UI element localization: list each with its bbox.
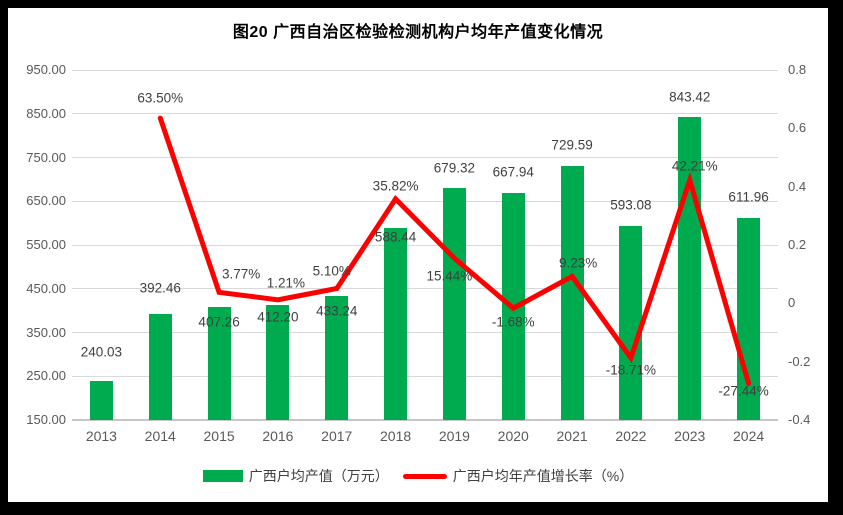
bar-value-label: 240.03 [80, 344, 123, 360]
growth-rate-label: -18.71% [605, 362, 657, 378]
y-axis-tick-left: 250.00 [26, 368, 66, 384]
x-axis-label: 2018 [380, 428, 412, 444]
y-axis-tick-left: 350.00 [26, 324, 66, 340]
y-axis-tick-right: 0 [788, 295, 796, 311]
x-axis-label: 2019 [438, 428, 470, 444]
chart-canvas: 图20 广西自治区检验检测机构户均年产值变化情况 950.00 850.00 750… [8, 8, 828, 502]
bar-series-swatch [202, 470, 243, 482]
growth-rate-label: 9.23% [558, 255, 598, 271]
y-axis-tick-left: 150.00 [26, 412, 66, 427]
bar-value-label: 588.44 [374, 229, 417, 245]
bar-value-label: 593.08 [610, 197, 652, 213]
y-axis-tick-right: -0.4 [788, 412, 811, 427]
bar-value-label: 412.20 [257, 309, 299, 325]
bar-value-label: 679.32 [433, 160, 476, 176]
x-axis-line [72, 419, 778, 421]
bar-2019 [442, 188, 466, 420]
bar-value-label: 433.24 [316, 303, 358, 319]
plot-area: 950.00 850.00 750.00 650.00 550.00 450.00 350.… [8, 8, 828, 502]
y-axis-tick-right: 0.4 [788, 178, 807, 194]
line-series-label: 广西户均年产值增长率（%） [452, 468, 634, 484]
y-axis-tick-left: 550.00 [26, 237, 66, 252]
y-axis-tick-left: 750.00 [26, 149, 66, 165]
growth-rate-label: 15.44% [426, 268, 473, 284]
y-axis-tick-left: 950.00 [26, 62, 66, 77]
growth-rate-label: -1.68% [491, 314, 535, 330]
growth-rate-label: 3.77% [221, 266, 261, 282]
legend-item-bar: 广西户均产值（万元） [202, 466, 389, 486]
bar-value-label: 407.26 [198, 314, 240, 330]
growth-rate-label: 5.10% [312, 263, 351, 279]
y-axis-tick-right: 0.6 [788, 120, 807, 136]
bar-2018 [384, 228, 408, 420]
chart-legend: 广西户均产值（万元） 广西户均年产值增长率（%） [8, 466, 828, 486]
x-axis-label: 2020 [497, 428, 529, 444]
x-axis-label: 2017 [321, 428, 353, 444]
y-axis-tick-left: 650.00 [26, 193, 66, 209]
gridline [72, 332, 778, 333]
growth-rate-label: 42.21% [671, 158, 718, 174]
legend-item-line: 广西户均年产值增长率（%） [402, 466, 634, 486]
y-axis-tick-left: 450.00 [26, 280, 66, 296]
gridline [72, 200, 778, 202]
x-axis-label: 2024 [733, 428, 765, 444]
bar-2014 [148, 313, 172, 420]
growth-rate-label: 35.82% [372, 178, 419, 194]
x-axis-label: 2014 [144, 428, 176, 444]
x-axis-label: 2016 [262, 428, 294, 444]
x-axis-label: 2013 [85, 428, 117, 444]
bar-2021 [560, 166, 584, 420]
gridline [72, 375, 778, 377]
y-axis-tick-left: 850.00 [26, 105, 66, 121]
growth-rate-label: -27.44% [718, 383, 769, 399]
x-axis-label: 2022 [615, 428, 647, 444]
growth-rate-label: 1.21% [266, 275, 306, 291]
y-axis-tick-right: 0.8 [788, 62, 807, 77]
bar-value-label: 843.42 [669, 89, 711, 105]
bar-value-label: 611.96 [728, 189, 769, 205]
bar-2013 [89, 380, 113, 420]
x-axis-label: 2021 [556, 428, 588, 444]
bar-value-label: 667.94 [492, 164, 534, 180]
bar-value-label: 729.59 [551, 137, 593, 153]
gridline [72, 244, 778, 246]
bar-series-label: 广西户均产值（万元） [248, 468, 389, 484]
y-axis-tick-right: 0.2 [788, 237, 807, 252]
chart-title: 图20 广西自治区检验检测机构户均年产值变化情况 [232, 24, 604, 41]
x-axis-label: 2023 [674, 428, 706, 444]
x-axis-label: 2015 [203, 428, 235, 444]
growth-rate-label: 63.50% [137, 90, 184, 106]
gridline [72, 113, 778, 115]
bar-2020 [501, 193, 525, 420]
bar-2022 [619, 226, 643, 420]
gridline [72, 69, 778, 71]
line-series-swatch [402, 473, 447, 479]
bar-value-label: 392.46 [139, 280, 181, 296]
y-axis-tick-right: -0.2 [788, 353, 811, 369]
